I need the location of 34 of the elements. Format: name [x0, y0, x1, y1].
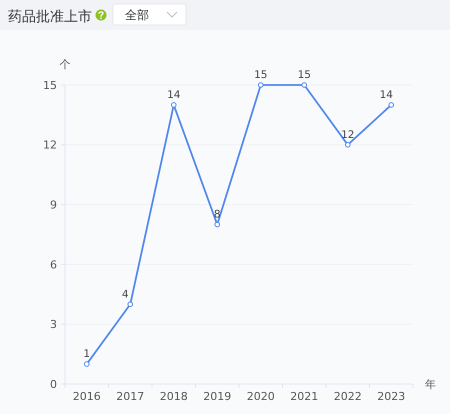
x-tick-label: 2021 [290, 390, 318, 403]
y-tick-label: 0 [50, 378, 57, 391]
data-label: 12 [341, 128, 354, 141]
x-axis-title: 年 [425, 378, 436, 391]
y-tick-label: 9 [50, 198, 57, 212]
x-tick-label: 2020 [246, 390, 275, 403]
data-label: 15 [254, 69, 268, 81]
data-label: 8 [214, 208, 221, 221]
data-label: 15 [298, 69, 311, 81]
data-label: 4 [122, 288, 129, 300]
chart-title: 药品批准上市 [8, 9, 92, 25]
select-field: 全部 [112, 4, 186, 26]
point [258, 82, 264, 88]
data-label: 14 [167, 88, 181, 101]
x-tick-label: 2017 [116, 390, 144, 403]
data-label: 14 [380, 88, 394, 101]
y-tick-label: 6 [50, 258, 57, 272]
point [214, 222, 220, 228]
x-tick-label: 2018 [160, 390, 188, 403]
x-tick-label: 2023 [377, 390, 406, 403]
point [170, 102, 177, 108]
x-tick-label: 2019 [203, 390, 232, 403]
point [344, 142, 351, 148]
point [127, 301, 134, 308]
point [301, 82, 308, 88]
point [388, 102, 394, 108]
y-tick-label: 12 [43, 138, 57, 152]
x-tick-label: 2016 [72, 390, 101, 403]
data-label: 1 [83, 348, 90, 360]
x-tick-label: 2022 [334, 390, 362, 403]
y-axis-title: 个 [60, 58, 70, 71]
point [84, 361, 90, 367]
y-tick-label: 3 [50, 318, 57, 332]
y-tick-label: 15 [43, 78, 57, 92]
